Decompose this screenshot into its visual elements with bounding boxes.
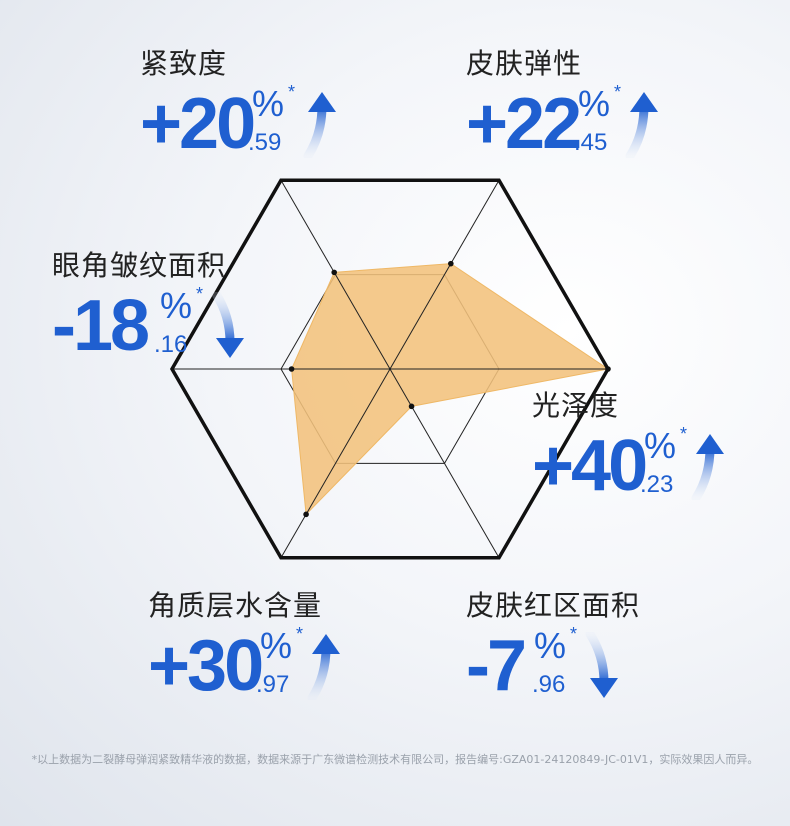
metric-asterisk: * [296, 624, 304, 644]
metric-label: 光泽度 [532, 389, 620, 422]
metric-label: 皮肤红区面积 [466, 589, 641, 622]
radar-spoke [389, 179, 500, 370]
metric-value-main: +20 [140, 84, 256, 164]
metric-value-decimal: .97 [256, 671, 290, 698]
metric-label: 皮肤弹性 [466, 47, 583, 80]
metric-label: 眼角皱纹面积 [52, 249, 227, 282]
radar-spoke [389, 368, 500, 559]
metric-percent: % [160, 285, 193, 326]
metric-asterisk: * [614, 82, 622, 102]
radar-spokes [172, 179, 608, 559]
radar-points [288, 260, 611, 518]
metric-asterisk: * [288, 82, 296, 102]
metric-value-main: -7 [466, 626, 527, 706]
arrow-down-icon [211, 292, 244, 358]
radar-point [448, 260, 454, 267]
arrow-up-icon [625, 92, 658, 158]
metric-percent: % [534, 625, 567, 666]
metric-value-main: +22 [466, 84, 582, 164]
metric-redness-area: 皮肤红区面积 -7 % * .96 [466, 584, 640, 706]
metric-asterisk: * [196, 284, 204, 304]
metric-value-decimal: .23 [640, 471, 674, 498]
metric-asterisk: * [680, 424, 688, 444]
radar-outer-frame [169, 178, 611, 560]
arrow-up-icon [691, 434, 724, 500]
metric-label: 紧致度 [140, 47, 228, 80]
metric-label: 角质层水含量 [148, 589, 323, 622]
metric-firmness: 紧致度 +20 % * .59 [140, 42, 336, 164]
metric-gloss: 光泽度 +40 % * .23 [532, 384, 724, 506]
metric-value-decimal: .16 [154, 331, 188, 358]
metric-value-decimal: .96 [532, 671, 566, 698]
metric-percent: % [252, 83, 285, 124]
arrow-up-icon [303, 92, 336, 158]
metric-value-main: +30 [148, 626, 264, 706]
metric-eye-wrinkle-area: 眼角皱纹面积 -18 % * .16 [52, 244, 244, 366]
metric-value-main: +40 [532, 426, 648, 506]
metric-percent: % [644, 425, 677, 466]
footnote: *以上数据为二裂酵母弹润紧致精华液的数据，数据来源于广东微谱检测技术有限公司，报… [31, 753, 759, 766]
radar-point [331, 269, 338, 276]
metric-elasticity: 皮肤弹性 +22 % * .45 [466, 42, 658, 164]
radar-point [605, 366, 611, 372]
metric-value-decimal: .45 [574, 129, 608, 156]
metric-value-decimal: .59 [248, 129, 282, 156]
radar-spoke [280, 368, 391, 559]
arrow-down-icon [585, 632, 618, 698]
metric-percent: % [578, 83, 611, 124]
radar-point [408, 403, 415, 410]
radar-point [303, 511, 309, 518]
metric-asterisk: * [570, 624, 578, 644]
radar-point [288, 366, 295, 372]
metric-percent: % [260, 625, 293, 666]
metric-stratum-corneum-moisture: 角质层水含量 +30 % * .97 [148, 584, 340, 706]
metric-value-main: -18 [52, 286, 150, 366]
arrow-up-icon [307, 634, 340, 700]
